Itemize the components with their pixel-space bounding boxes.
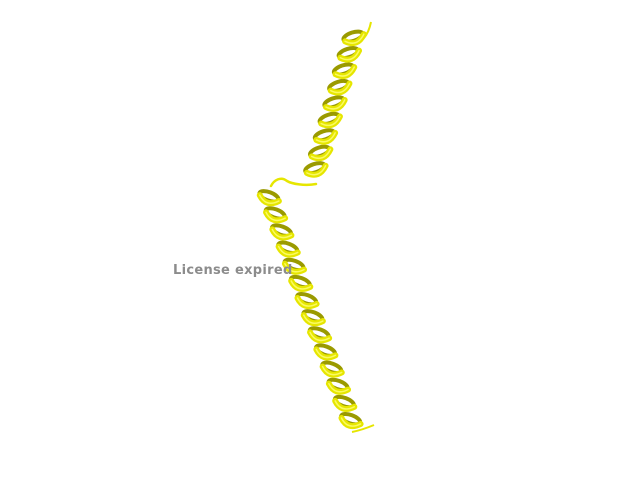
terminal-tail-bottom: [351, 424, 375, 433]
loop-segment: [269, 177, 318, 188]
helix-lower: [256, 189, 364, 430]
protein-structure: [256, 21, 375, 433]
helix-upper: [303, 29, 367, 178]
license-watermark: License expired: [173, 263, 293, 278]
